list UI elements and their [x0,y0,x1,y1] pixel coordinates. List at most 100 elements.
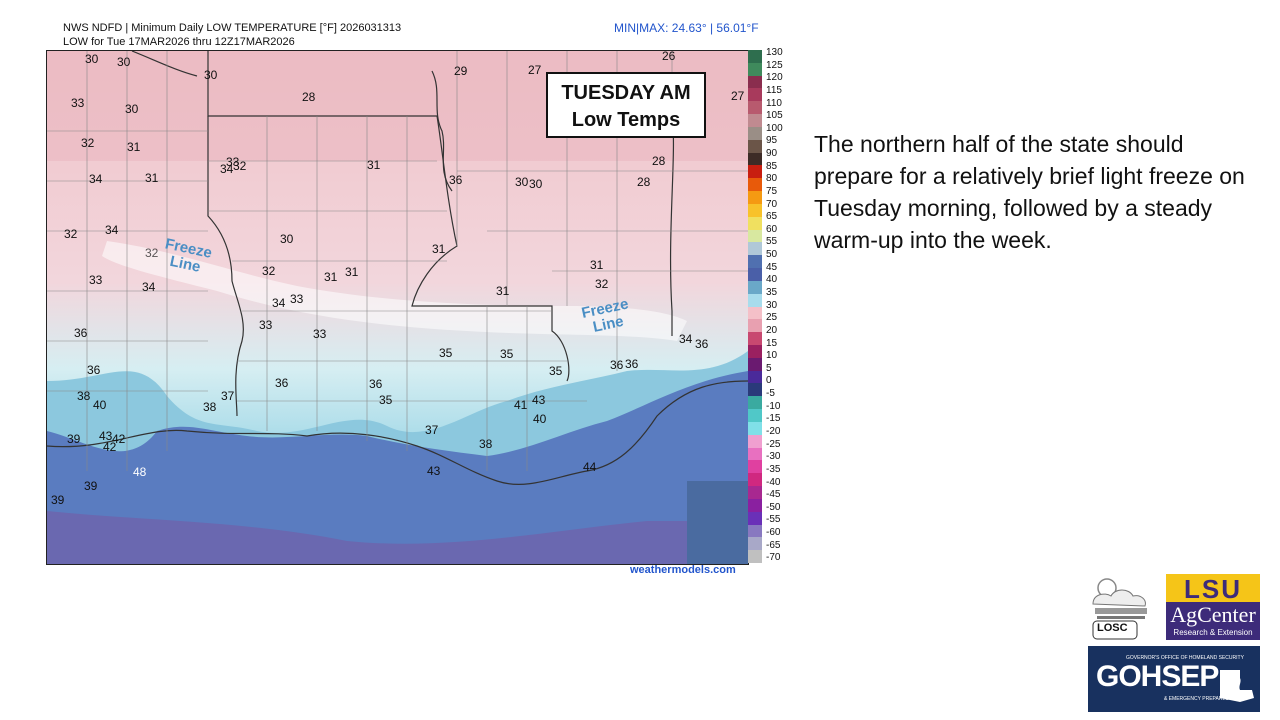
state-borders [47,51,748,485]
scale-label: -70 [766,552,781,564]
scale-swatch [748,242,762,256]
forecast-description: The northern half of the state should pr… [814,131,1245,253]
gohsep-logo-sub: & EMERGENCY PREPAREDNESS [1164,696,1244,702]
scale-label: 35 [766,287,778,299]
temp-label: 36 [449,173,463,187]
scale-swatch [748,165,762,179]
scale-swatch [748,434,762,449]
scale-label: 25 [766,312,778,324]
temp-label: 48 [133,465,147,479]
scale-label: -20 [766,425,781,437]
gohsep-logo-small: GOVERNOR'S OFFICE OF HOMELAND SECURITY [1126,655,1244,661]
scale-label: 65 [766,211,778,223]
freeze-line-label-east: Freeze Line [580,295,633,337]
scale-swatch [748,139,762,154]
scale-swatch [748,447,762,461]
scale-label: -55 [766,514,781,526]
temp-label: 33 [226,155,240,169]
scale-swatch [748,152,762,166]
county-borders [47,51,748,471]
temp-label: 32 [595,277,609,291]
temp-label: 34 [89,172,103,186]
temp-label: 32 [262,264,276,278]
temp-label: 37 [221,389,235,403]
temp-label: 38 [77,389,91,403]
scale-label: 45 [766,261,778,273]
scale-label: 10 [766,350,778,362]
temp-label: 30 [117,55,131,69]
temp-label: 31 [367,158,381,172]
temp-label: 33 [89,273,103,287]
scale-swatch [748,357,762,372]
temp-label: 34 [105,223,119,237]
temp-labels: 30 30 30 29 27 26 27 33 30 28 32 31 33 3… [47,51,748,564]
scale-swatch [748,344,762,359]
temp-label: 42 [103,440,117,454]
scale-label: 60 [766,223,778,235]
scale-label: 100 [766,122,783,134]
gohsep-logo: GOVERNOR'S OFFICE OF HOMELAND SECURITY G… [1088,646,1260,712]
temp-label: 34 [679,332,693,346]
scale-swatch [748,524,762,538]
map-header-line1: NWS NDFD | Minimum Daily LOW TEMPERATURE… [63,22,402,34]
losc-logo-text: LOSC [1097,622,1128,634]
temp-label: 30 [85,52,99,66]
freeze-line-band [102,241,687,341]
scale-label: -40 [766,476,781,488]
temp-label: 36 [74,326,88,340]
scale-swatch [748,473,762,487]
lsu-logo-main: AgCenter [1170,602,1256,627]
temp-label: 36 [369,377,383,391]
scale-swatch [748,537,762,551]
scale-label: -50 [766,501,781,513]
scale-label: 15 [766,337,778,349]
scale-swatch [748,255,762,269]
temp-label: 44 [583,460,597,474]
scale-label: 85 [766,160,778,172]
scale-label: 55 [766,236,778,248]
scale-swatch [748,421,762,436]
temp-label: 34 [142,280,156,294]
temp-label: 28 [652,154,666,168]
temp-label: 42 [112,432,126,446]
gulf-deep-water [47,511,748,564]
temp-label: 37 [425,423,439,437]
temp-label: 31 [432,242,446,256]
scale-label: 95 [766,135,778,147]
temp-label: 43 [532,393,546,407]
scale-swatch [748,126,762,141]
source-credit: weathermodels.com [630,564,736,576]
temp-label: 36 [625,357,639,371]
scale-swatch [748,268,762,282]
temp-label: 38 [479,437,493,451]
losc-logo: LOSC [1085,574,1157,642]
scale-swatch [748,280,762,295]
title-line1: TUESDAY AM [561,82,691,104]
scale-swatch [748,229,762,243]
temp-label: 41 [514,398,528,412]
map-header-line2: LOW for Tue 17MAR2026 thru 12Z17MAR2026 [63,36,295,48]
scale-label: 0 [766,375,772,387]
scale-swatch [748,486,762,500]
temp-label: 31 [496,284,510,298]
temp-label: 30 [515,175,529,189]
scale-label: -10 [766,400,781,412]
scale-swatch [748,101,762,115]
scale-label: -35 [766,463,781,475]
temperature-map: 30 30 30 29 27 26 27 33 30 28 32 31 33 3… [46,50,749,565]
temp-label: 31 [127,140,141,154]
temp-label: 38 [203,400,217,414]
scale-label: 30 [766,299,778,311]
scale-label: -45 [766,489,781,501]
temp-label: 30 [280,232,294,246]
temp-label: 32 [64,227,78,241]
scale-label: 120 [766,72,783,84]
temp-label: 40 [93,398,107,412]
gohsep-logo-main: GOHSEP [1096,660,1219,693]
tuesday-am-title-box: TUESDAY AM Low Temps [546,72,706,138]
scale-label: 130 [766,47,783,58]
scale-label: 75 [766,185,778,197]
scale-label: 80 [766,173,778,185]
scale-swatch [748,114,762,128]
temp-label: 27 [731,89,745,103]
